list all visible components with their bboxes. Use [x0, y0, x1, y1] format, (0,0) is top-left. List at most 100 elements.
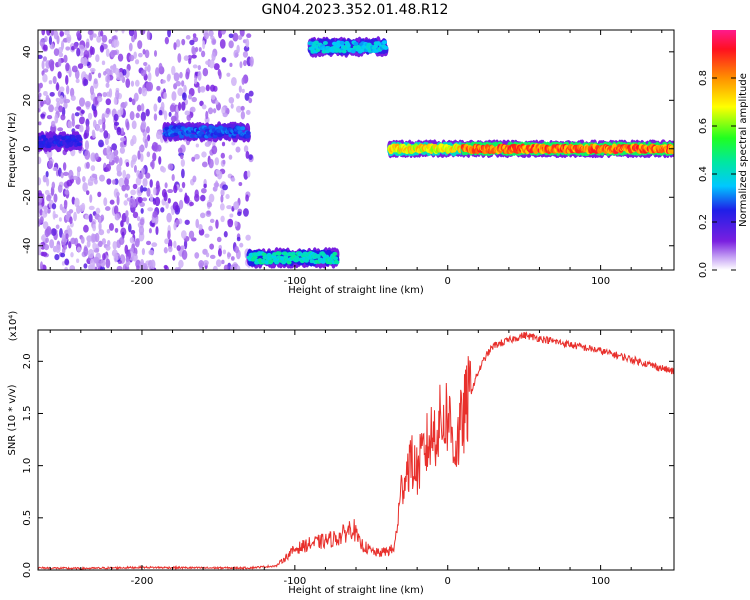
noise-point [109, 199, 115, 205]
noise-point [175, 80, 182, 87]
noise-point [98, 174, 105, 182]
noise-point [233, 266, 237, 270]
spectral-line-point [332, 251, 338, 256]
noise-point [98, 221, 102, 232]
noise-point [119, 106, 124, 116]
noise-point [201, 104, 207, 110]
noise-point [93, 178, 98, 185]
noise-point [204, 233, 210, 238]
noise-point [220, 30, 227, 35]
noise-point [114, 121, 120, 126]
noise-point [131, 35, 135, 43]
noise-point [174, 267, 179, 270]
spectrogram-content [38, 30, 674, 270]
noise-point [147, 207, 154, 212]
noise-point [39, 38, 45, 47]
noise-point [102, 253, 106, 261]
colorbar: 0.0 0.2 0.4 0.6 0.8 Normalized spectral ampl… [698, 30, 749, 278]
x-tick-label: 100 [591, 576, 610, 587]
noise-point [153, 50, 158, 57]
noise-point [168, 111, 172, 117]
noise-point [208, 59, 215, 69]
noise-point [68, 169, 74, 180]
noise-point [148, 249, 155, 256]
noise-point [85, 41, 90, 49]
noise-point [130, 230, 136, 235]
spectral-line-point [334, 260, 340, 265]
noise-point [47, 207, 51, 214]
noise-point [69, 87, 75, 98]
noise-point [161, 79, 166, 84]
spectral-line-point [274, 260, 280, 265]
noise-point [153, 113, 158, 121]
snr-series-line [38, 331, 674, 570]
noise-point [60, 40, 65, 51]
noise-point [86, 240, 91, 248]
noise-point [65, 62, 70, 72]
y-tick-label: -40 [22, 238, 33, 254]
noise-point [166, 212, 172, 223]
spectral-line-point [350, 49, 356, 54]
noise-point [106, 145, 111, 156]
noise-point [191, 96, 197, 103]
noise-point [42, 73, 48, 83]
noise-point [140, 103, 145, 112]
noise-point [87, 30, 94, 36]
noise-point [66, 33, 72, 44]
noise-point [168, 245, 173, 253]
noise-point [82, 175, 86, 183]
noise-point [126, 121, 130, 131]
noise-point [132, 200, 137, 208]
noise-point [41, 251, 48, 257]
noise-point [112, 50, 118, 56]
noise-point [73, 42, 79, 49]
noise-point [185, 71, 190, 80]
noise-point [167, 197, 171, 204]
noise-point [46, 194, 52, 202]
noise-point [146, 187, 151, 197]
noise-point [68, 241, 72, 249]
noise-point [105, 107, 111, 115]
noise-point [85, 123, 90, 134]
noise-point [65, 74, 69, 85]
noise-point [200, 194, 206, 202]
noise-point [160, 101, 165, 111]
noise-point [158, 156, 162, 165]
noise-point [98, 216, 102, 223]
noise-point [44, 189, 50, 195]
noise-point [141, 167, 146, 175]
noise-point [200, 85, 206, 93]
noise-point [227, 252, 232, 258]
noise-point [191, 156, 196, 162]
noise-point [228, 96, 235, 104]
x-tick-label: 0 [445, 276, 451, 287]
noise-point [41, 30, 46, 36]
noise-point [38, 218, 41, 227]
noise-point [228, 33, 234, 39]
noise-point [108, 39, 113, 44]
noise-point [65, 85, 70, 95]
noise-point [160, 207, 165, 213]
noise-point [52, 76, 57, 85]
noise-point [133, 165, 137, 173]
spectral-line-point [313, 40, 319, 45]
noise-point [142, 197, 148, 202]
noise-point [93, 108, 98, 118]
noise-point [106, 73, 111, 84]
noise-point [99, 128, 104, 133]
noise-point [64, 258, 70, 266]
colorbar-gradient [712, 30, 736, 270]
noise-point [44, 35, 48, 43]
noise-point [64, 266, 69, 270]
noise-point [111, 143, 118, 151]
noise-point [94, 152, 99, 161]
noise-point [97, 119, 103, 126]
x-tick-label: -100 [283, 576, 306, 587]
noise-point [144, 49, 150, 59]
noise-point [129, 236, 135, 244]
y-tick-label: 40 [22, 45, 33, 58]
noise-point [69, 265, 76, 270]
noise-point [122, 169, 127, 180]
noise-point [172, 254, 176, 261]
